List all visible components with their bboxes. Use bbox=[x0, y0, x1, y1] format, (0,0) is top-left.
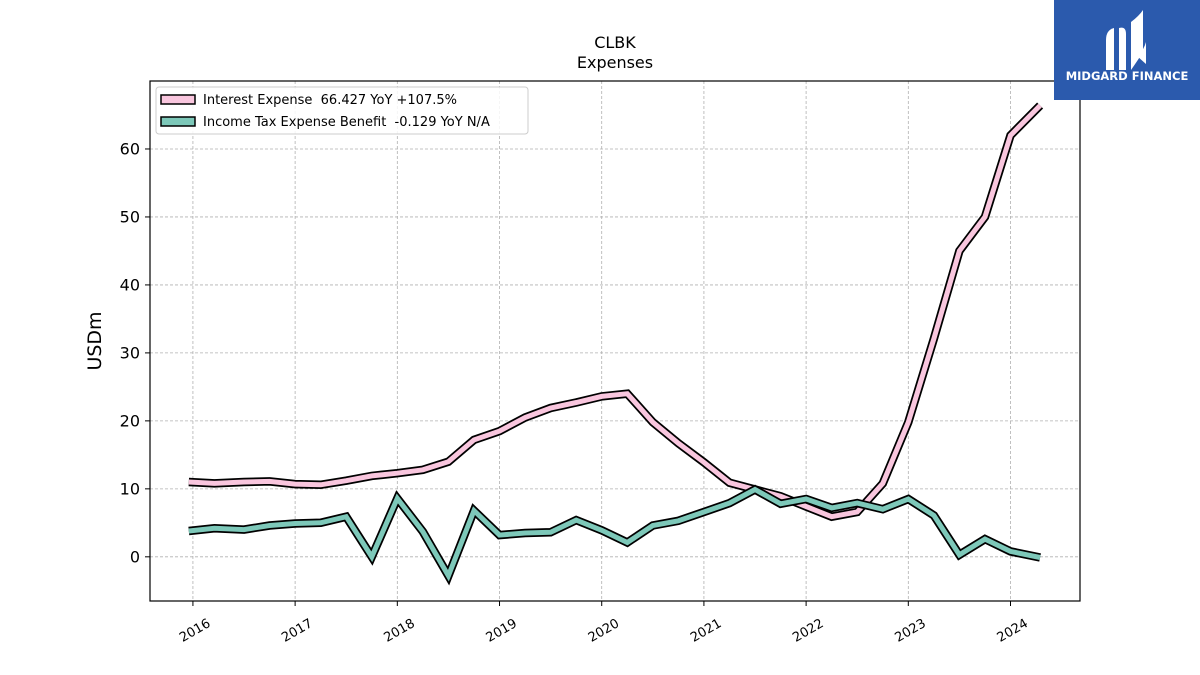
x-tick-label: 2017 bbox=[279, 616, 315, 646]
y-tick-label: 60 bbox=[120, 139, 140, 158]
x-tick-label: 2018 bbox=[381, 616, 417, 646]
y-tick-label: 20 bbox=[120, 411, 140, 430]
series-lines bbox=[188, 102, 1044, 586]
grid-lines bbox=[150, 81, 1080, 601]
x-tick-label: 2020 bbox=[586, 616, 622, 646]
x-tick-label: 2021 bbox=[688, 616, 724, 646]
legend: Interest Expense 66.427 YoY +107.5% Inco… bbox=[155, 86, 529, 135]
brand-logo: MIDGARD FINANCE bbox=[1054, 0, 1200, 100]
series-0 bbox=[188, 102, 1044, 522]
y-tick-label: 10 bbox=[120, 479, 140, 498]
legend-label-interest-expense: Interest Expense 66.427 YoY +107.5% bbox=[203, 93, 457, 108]
y-tick-label: 0 bbox=[130, 547, 140, 566]
x-tick-label: 2023 bbox=[892, 616, 928, 646]
plot-frame bbox=[149, 80, 1081, 602]
x-tick-label: 2024 bbox=[995, 616, 1031, 646]
chart-title: CLBK bbox=[594, 33, 636, 52]
y-tick-label: 30 bbox=[120, 343, 140, 362]
x-axis-ticks: 2016 2017 2018 2019 2020 2021 2022 2023 2024 bbox=[177, 601, 1031, 646]
y-tick-label: 50 bbox=[120, 207, 140, 226]
x-tick-label: 2022 bbox=[790, 616, 826, 646]
series-line-outline bbox=[188, 102, 1044, 522]
y-tick-label: 40 bbox=[120, 275, 140, 294]
legend-swatch-interest-expense bbox=[160, 94, 196, 105]
legend-box bbox=[155, 86, 529, 135]
legend-swatch-income-tax bbox=[160, 116, 196, 127]
series-line bbox=[188, 103, 1042, 520]
series-1 bbox=[188, 484, 1041, 586]
y-axis-label: USDm bbox=[84, 311, 106, 370]
legend-label-income-tax: Income Tax Expense Benefit -0.129 YoY N/… bbox=[203, 115, 490, 130]
series-line bbox=[188, 486, 1041, 582]
brand-name: MIDGARD FINANCE bbox=[1065, 69, 1189, 83]
y-axis-ticks: 0 10 20 30 40 50 60 bbox=[120, 139, 150, 566]
chart-subtitle: Expenses bbox=[577, 53, 653, 72]
x-tick-label: 2016 bbox=[177, 616, 213, 646]
x-tick-label: 2019 bbox=[484, 616, 520, 646]
logo-mark-icon bbox=[1106, 10, 1146, 70]
